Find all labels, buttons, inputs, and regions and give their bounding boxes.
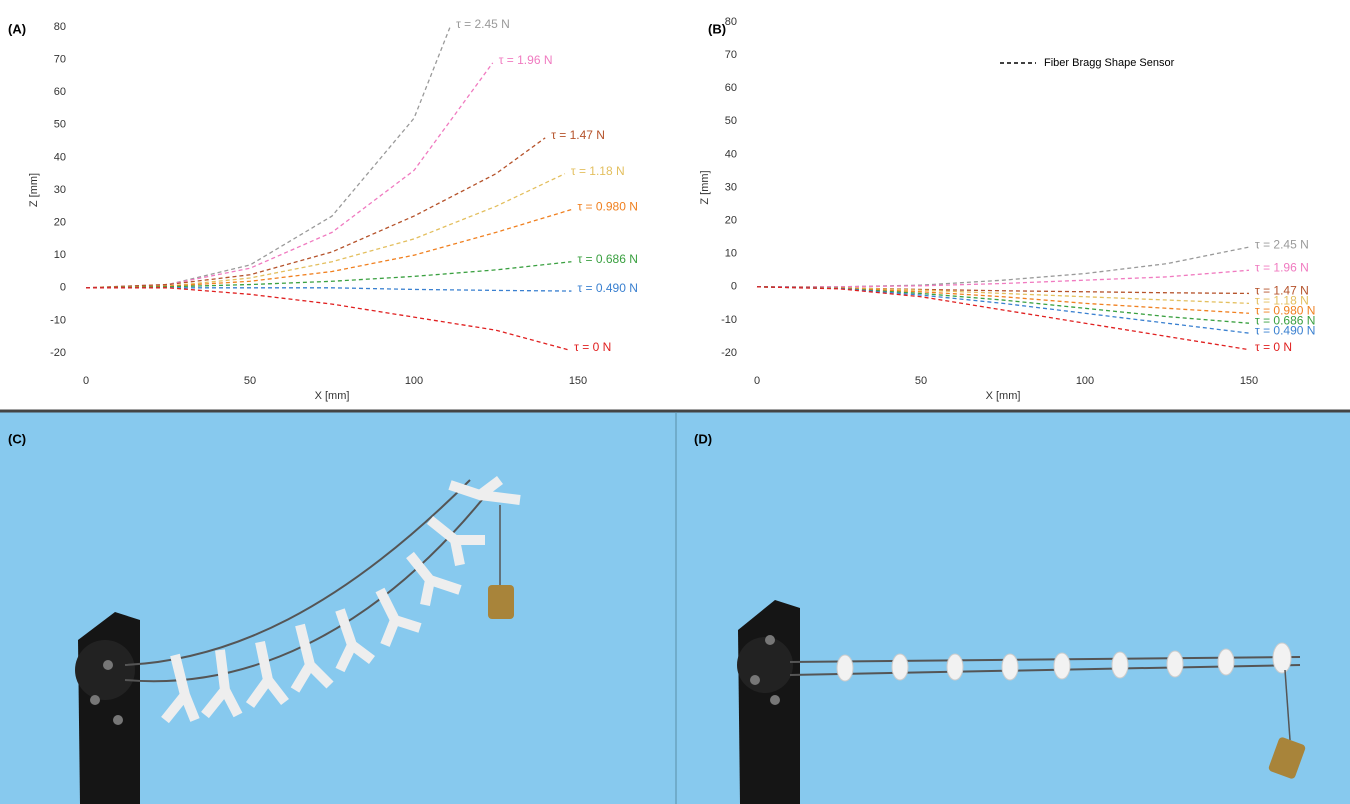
series-label: τ = 0.686 N bbox=[577, 252, 637, 266]
series-line bbox=[757, 287, 1249, 304]
y-tick-label: 60 bbox=[725, 82, 737, 94]
photo-background bbox=[0, 412, 1350, 804]
x-tick-label: 0 bbox=[754, 375, 760, 387]
series-label: τ = 1.96 N bbox=[499, 53, 553, 67]
series-label: τ = 0 N bbox=[1255, 340, 1292, 354]
series-line bbox=[86, 288, 568, 350]
x-tick-label: 150 bbox=[569, 375, 587, 387]
y-tick-label: 30 bbox=[725, 181, 737, 193]
series-line bbox=[86, 27, 450, 288]
x-tick-label: 150 bbox=[1240, 375, 1258, 387]
legend-label: Fiber Bragg Shape Sensor bbox=[1044, 57, 1175, 69]
series-line bbox=[757, 247, 1249, 287]
y-tick-label: 70 bbox=[54, 54, 66, 66]
series-label: τ = 0.980 N bbox=[577, 200, 637, 214]
series-label: τ = 1.18 N bbox=[571, 164, 625, 178]
x-tick-label: 50 bbox=[915, 375, 927, 387]
series-line bbox=[757, 270, 1249, 287]
y-tick-label: 30 bbox=[54, 184, 66, 196]
series-line bbox=[86, 63, 493, 288]
y-tick-label: -20 bbox=[721, 347, 737, 359]
series-label: τ = 2.45 N bbox=[1255, 237, 1309, 251]
y-tick-label: 20 bbox=[54, 217, 66, 229]
series-line bbox=[86, 210, 571, 288]
y-tick-label: 0 bbox=[60, 282, 66, 294]
y-tick-label: -10 bbox=[721, 314, 737, 326]
series-line bbox=[757, 287, 1249, 323]
panel-label: (C) bbox=[8, 431, 26, 446]
y-tick-label: 0 bbox=[731, 281, 737, 293]
series-label: τ = 2.45 N bbox=[456, 17, 510, 31]
x-tick-label: 50 bbox=[244, 375, 256, 387]
x-axis-label: X [mm] bbox=[986, 390, 1021, 402]
y-tick-label: 10 bbox=[725, 248, 737, 260]
series-label: τ = 0 N bbox=[574, 340, 611, 354]
y-tick-label: 60 bbox=[54, 86, 66, 98]
y-tick-label: 80 bbox=[54, 21, 66, 33]
y-tick-label: 50 bbox=[725, 115, 737, 127]
x-tick-label: 100 bbox=[405, 375, 423, 387]
y-tick-label: -20 bbox=[50, 347, 66, 359]
panel-label: (B) bbox=[708, 21, 726, 36]
y-tick-label: 50 bbox=[54, 119, 66, 131]
x-tick-label: 100 bbox=[1076, 375, 1094, 387]
x-axis-label: X [mm] bbox=[315, 390, 350, 402]
panel-label: (D) bbox=[694, 431, 712, 446]
y-tick-label: 80 bbox=[725, 16, 737, 28]
figure: (C) (D) (A)-20-1001020304050607080050100… bbox=[0, 0, 1350, 804]
series-line bbox=[86, 262, 571, 288]
series-label: τ = 1.96 N bbox=[1255, 260, 1309, 274]
x-tick-label: 0 bbox=[83, 375, 89, 387]
y-tick-label: 20 bbox=[725, 215, 737, 227]
series-label: τ = 1.47 N bbox=[551, 128, 605, 142]
series-label: τ = 0.490 N bbox=[1255, 323, 1315, 337]
series-label: τ = 0.490 N bbox=[577, 281, 637, 295]
y-tick-label: -10 bbox=[50, 314, 66, 326]
y-tick-label: 10 bbox=[54, 249, 66, 261]
y-tick-label: 70 bbox=[725, 49, 737, 61]
y-tick-label: 40 bbox=[725, 148, 737, 160]
y-tick-label: 40 bbox=[54, 151, 66, 163]
y-axis-label: Z [mm] bbox=[699, 170, 711, 204]
panel-label: (A) bbox=[8, 21, 26, 36]
y-axis-label: Z [mm] bbox=[28, 173, 40, 207]
